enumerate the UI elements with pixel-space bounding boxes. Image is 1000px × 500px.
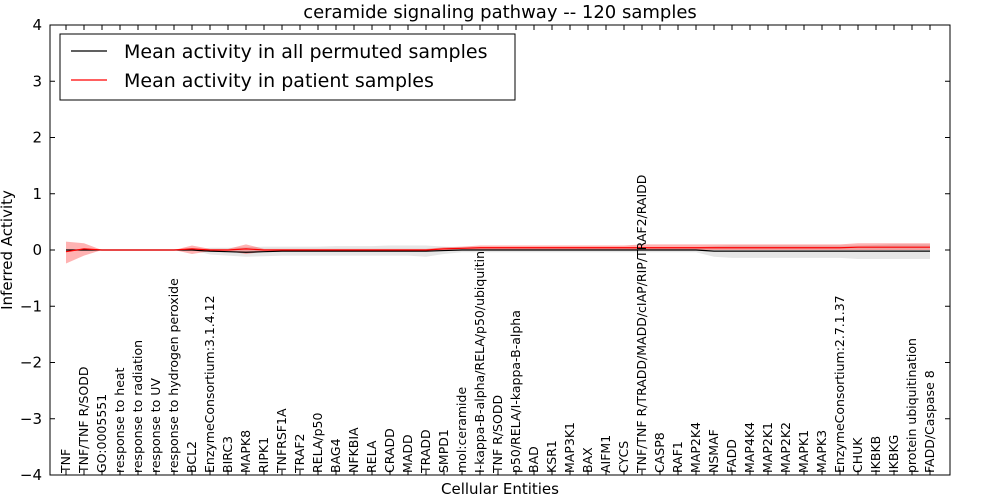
- x-tick-label: AIFM1: [598, 435, 613, 473]
- x-tick-label: CHUK: [850, 437, 865, 473]
- x-tick-label: IKBKB: [868, 436, 883, 473]
- legend: Mean activity in all permuted samples Me…: [59, 33, 516, 101]
- x-tick-label: protein ubiquitination: [904, 338, 919, 473]
- x-tick-label: TNFRSF1A: [274, 408, 289, 474]
- x-tick-label: TNF/TNF R/SODD: [76, 367, 91, 474]
- x-tick-label: response to radiation: [130, 340, 145, 473]
- x-tick-label: SMPD1: [436, 429, 451, 473]
- x-tick-label: CASP8: [652, 432, 667, 473]
- x-tick-label: MAPK1: [796, 430, 811, 473]
- x-tick-label: response to heat: [112, 367, 127, 473]
- legend-label-patient: Mean activity in patient samples: [124, 70, 434, 92]
- series-lines: [65, 246, 930, 253]
- x-tick-label: MADD: [400, 434, 415, 473]
- y-tick-label: 4: [32, 16, 42, 34]
- x-tick-label: RAF1: [670, 441, 685, 473]
- x-tick-label: KSR1: [544, 440, 559, 473]
- x-tick-label: BCL2: [184, 441, 199, 473]
- x-tick-label: MAP4K4: [742, 422, 757, 473]
- band-patient: [66, 241, 930, 264]
- y-tick-label: −2: [20, 354, 42, 372]
- x-tick-label: CYCS: [616, 441, 631, 473]
- x-tick-label: I-kappa-B-alpha/RELA/p50/ubiquitin: [472, 251, 487, 473]
- x-tick-label: FADD/Caspase 8: [922, 370, 937, 473]
- x-tick-label: TRAF2: [292, 433, 307, 474]
- y-tick-label: 2: [32, 129, 42, 147]
- line-permuted: [66, 249, 930, 253]
- x-tick-label: CRADD: [382, 428, 397, 473]
- x-axis: TNF TNF/TNF R/SODD GO:0005551 response to h…: [58, 25, 937, 475]
- x-tick-label: FADD: [724, 439, 739, 473]
- y-axis-label: Inferred Activity: [0, 190, 16, 310]
- x-tick-label: mol:ceramide: [454, 387, 469, 473]
- x-tick-label: p50/RELA/I-kappa-B-alpha: [508, 310, 523, 473]
- y-tick-label: −4: [20, 466, 42, 484]
- x-tick-label: MAP2K2: [778, 422, 793, 473]
- y-tick-label: −1: [20, 297, 42, 315]
- y-tick-label: −3: [20, 410, 42, 428]
- legend-label-permuted: Mean activity in all permuted samples: [124, 41, 487, 63]
- y-tick-label: 0: [32, 241, 42, 259]
- x-tick-label: MAPK3: [814, 430, 829, 473]
- y-axis: −4 −3 −2 −1 0 1 2 3 4: [20, 16, 950, 484]
- x-tick-label: BAD: [526, 446, 541, 473]
- x-tick-label: TRADD: [418, 429, 433, 474]
- x-tick-label: EnzymeConsortium:2.7.1.37: [832, 295, 847, 473]
- y-tick-label: 1: [32, 185, 42, 203]
- x-tick-label: BAG4: [328, 438, 343, 473]
- x-tick-label: IKBKG: [886, 435, 901, 473]
- y-tick-label: 3: [32, 72, 42, 90]
- x-tick-label: RIPK1: [256, 437, 271, 473]
- x-tick-label: BIRC3: [220, 436, 235, 473]
- x-tick-label: NSMAF: [706, 429, 721, 473]
- line-patient: [65, 246, 930, 253]
- legend-frame: [59, 33, 516, 101]
- x-tick-label: response to hydrogen peroxide: [166, 278, 181, 473]
- x-tick-label: EnzymeConsortium:3.1.4.12: [202, 295, 217, 473]
- x-tick-label: TNF/TNF R/TRADD/MADD/cIAP/RIP/TRAF2/RAID…: [634, 175, 649, 474]
- x-tick-label: TNF: [58, 449, 73, 474]
- x-tick-label: RELA: [364, 440, 379, 473]
- x-tick-label: GO:0005551: [94, 394, 109, 473]
- x-tick-label: TNF R/SODD: [490, 395, 505, 474]
- x-tick-label: response to UV: [148, 378, 163, 473]
- x-tick-label: MAP2K4: [688, 422, 703, 473]
- x-tick-label: MAPK8: [238, 430, 253, 473]
- x-tick-label: MAP3K1: [562, 422, 577, 473]
- x-tick-label: RELA/p50: [310, 413, 325, 473]
- chart-title: ceramide signaling pathway -- 120 sample…: [303, 2, 697, 23]
- x-tick-label: NFKBIA: [346, 427, 361, 473]
- x-tick-label: BAX: [580, 447, 595, 473]
- x-axis-label: Cellular Entities: [441, 480, 559, 498]
- x-tick-label: MAP2K1: [760, 422, 775, 473]
